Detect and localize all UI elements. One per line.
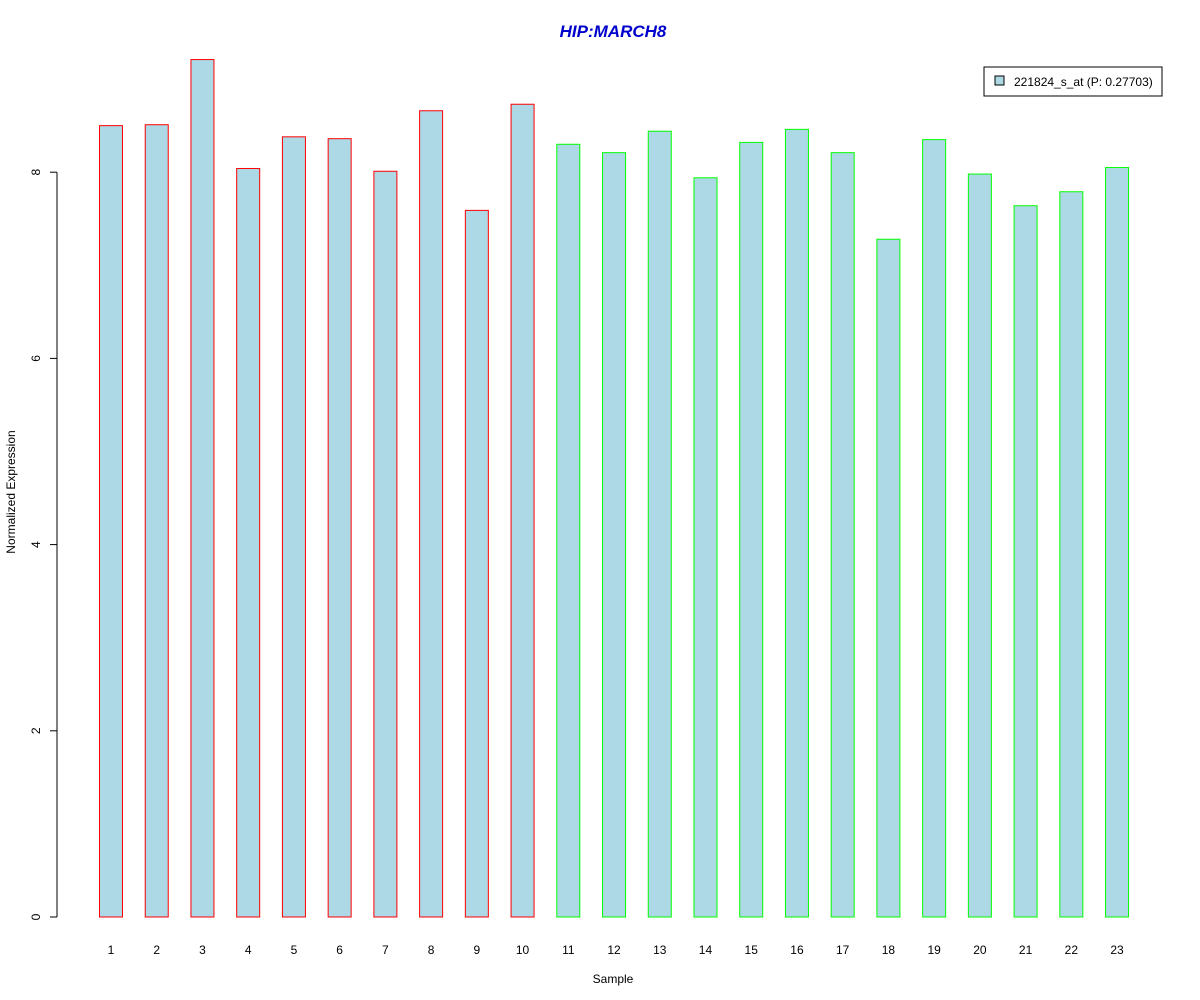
x-tick-label: 19	[927, 943, 941, 957]
x-tick-label: 6	[336, 943, 343, 957]
x-tick-label: 21	[1019, 943, 1033, 957]
x-tick-label: 12	[607, 943, 621, 957]
bar-sample-4	[236, 167, 261, 918]
y-axis-label: Normalized Expression	[4, 430, 18, 553]
y-tick-label: 4	[29, 541, 43, 548]
bar-sample-17	[830, 152, 855, 918]
bar-sample-7	[373, 170, 398, 918]
bar-sample-13	[647, 130, 672, 918]
x-tick-label: 4	[245, 943, 252, 957]
legend: 221824_s_at (P: 0.27703)	[983, 66, 1163, 97]
x-tick-label: 14	[699, 943, 713, 957]
x-tick-label: 18	[882, 943, 896, 957]
x-tick-label: 5	[291, 943, 298, 957]
bar-sample-15	[739, 141, 764, 918]
x-tick-labels: 1 2 3 4 5 6 7 8 9 10 11 12 13 14 15 16 17 18 19 20 21 22 23	[108, 943, 1124, 957]
x-tick-label: 23	[1110, 943, 1124, 957]
bar-sample-1	[99, 125, 123, 918]
bar-sample-9	[464, 209, 489, 918]
y-tick-label: 0	[29, 913, 43, 920]
x-tick-label: 13	[653, 943, 667, 957]
x-tick-label: 7	[382, 943, 389, 957]
x-tick-label: 3	[199, 943, 206, 957]
x-tick-label: 22	[1065, 943, 1079, 957]
x-tick-label: 1	[108, 943, 115, 957]
x-tick-label: 17	[836, 943, 850, 957]
x-tick-label: 16	[790, 943, 804, 957]
bar-sample-16	[784, 128, 809, 918]
bar-sample-22	[1059, 191, 1084, 918]
bar-sample-6	[327, 138, 352, 918]
bar-sample-14	[693, 177, 718, 918]
bar-group	[99, 59, 1130, 918]
y-axis: 0 2 4 6 8	[29, 169, 58, 920]
legend-swatch	[994, 75, 1005, 86]
bar-sample-18	[876, 238, 901, 918]
bar-sample-20	[967, 173, 992, 918]
bar-sample-3	[190, 59, 215, 918]
y-tick-label: 6	[29, 355, 43, 362]
x-tick-label: 11	[562, 943, 575, 957]
bar-sample-21	[1013, 205, 1038, 918]
x-tick-label: 2	[153, 943, 160, 957]
bar-sample-10	[510, 103, 535, 918]
legend-box	[983, 66, 1163, 97]
x-tick-label: 20	[973, 943, 987, 957]
x-axis-label: Sample	[593, 972, 634, 986]
x-tick-label: 8	[428, 943, 435, 957]
y-tick-label: 8	[29, 169, 43, 176]
x-tick-label: 9	[473, 943, 480, 957]
bar-sample-8	[419, 110, 444, 918]
bar-sample-12	[602, 152, 627, 918]
chart-title: HIP:MARCH8	[560, 22, 667, 41]
y-tick-label: 2	[29, 727, 43, 734]
bar-sample-5	[281, 136, 306, 918]
bar-sample-23	[1105, 167, 1130, 918]
x-tick-label: 15	[745, 943, 759, 957]
bar-sample-2	[144, 124, 169, 918]
bar-sample-11	[556, 143, 581, 918]
x-tick-label: 10	[516, 943, 530, 957]
legend-series-label: 221824_s_at (P: 0.27703)	[1014, 75, 1153, 89]
bar-sample-19	[922, 139, 947, 918]
